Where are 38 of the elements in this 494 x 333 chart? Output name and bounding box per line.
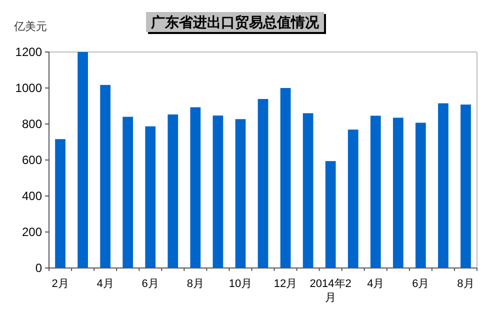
- bar: [55, 139, 66, 268]
- bar: [348, 130, 358, 268]
- bar: [122, 116, 134, 268]
- bar: [258, 98, 268, 268]
- y-axis-title: 亿美元: [13, 20, 47, 33]
- bar: [168, 114, 178, 268]
- bar: [235, 119, 246, 268]
- y-tick-label: 600: [22, 153, 42, 167]
- x-tick-label: 4月: [96, 278, 114, 290]
- x-tick-label: 2月: [52, 278, 69, 290]
- bar: [280, 88, 291, 268]
- x-tick-label: 6月: [412, 278, 430, 290]
- x-tick-label: 4月: [367, 278, 384, 290]
- bar: [438, 103, 448, 268]
- bar: [100, 84, 110, 268]
- y-tick-label: 0: [35, 261, 42, 275]
- bar: [460, 104, 471, 268]
- y-tick-label: 400: [22, 189, 42, 203]
- bar: [145, 126, 156, 268]
- bar: [78, 52, 88, 268]
- chart-title: 广东省进出口贸易总值情况: [150, 14, 320, 30]
- x-tick-label: 8月: [186, 278, 204, 290]
- y-tick-label: 1200: [15, 45, 42, 59]
- bar: [302, 113, 314, 268]
- bar: [212, 116, 224, 268]
- bar: [190, 107, 201, 268]
- x-tick-label: 6月: [142, 278, 159, 290]
- y-tick-label: 200: [22, 225, 42, 239]
- bar: [416, 122, 426, 268]
- bar: [392, 118, 404, 268]
- x-tick-label: 2014年2月: [310, 278, 352, 304]
- y-tick-label: 1000: [15, 81, 42, 95]
- bar: [325, 161, 336, 268]
- x-tick-label: 10月: [228, 278, 252, 290]
- y-tick-label: 800: [22, 117, 42, 131]
- x-tick-label: 8月: [457, 278, 474, 290]
- bar: [370, 116, 381, 268]
- x-tick-label: 12月: [274, 278, 298, 290]
